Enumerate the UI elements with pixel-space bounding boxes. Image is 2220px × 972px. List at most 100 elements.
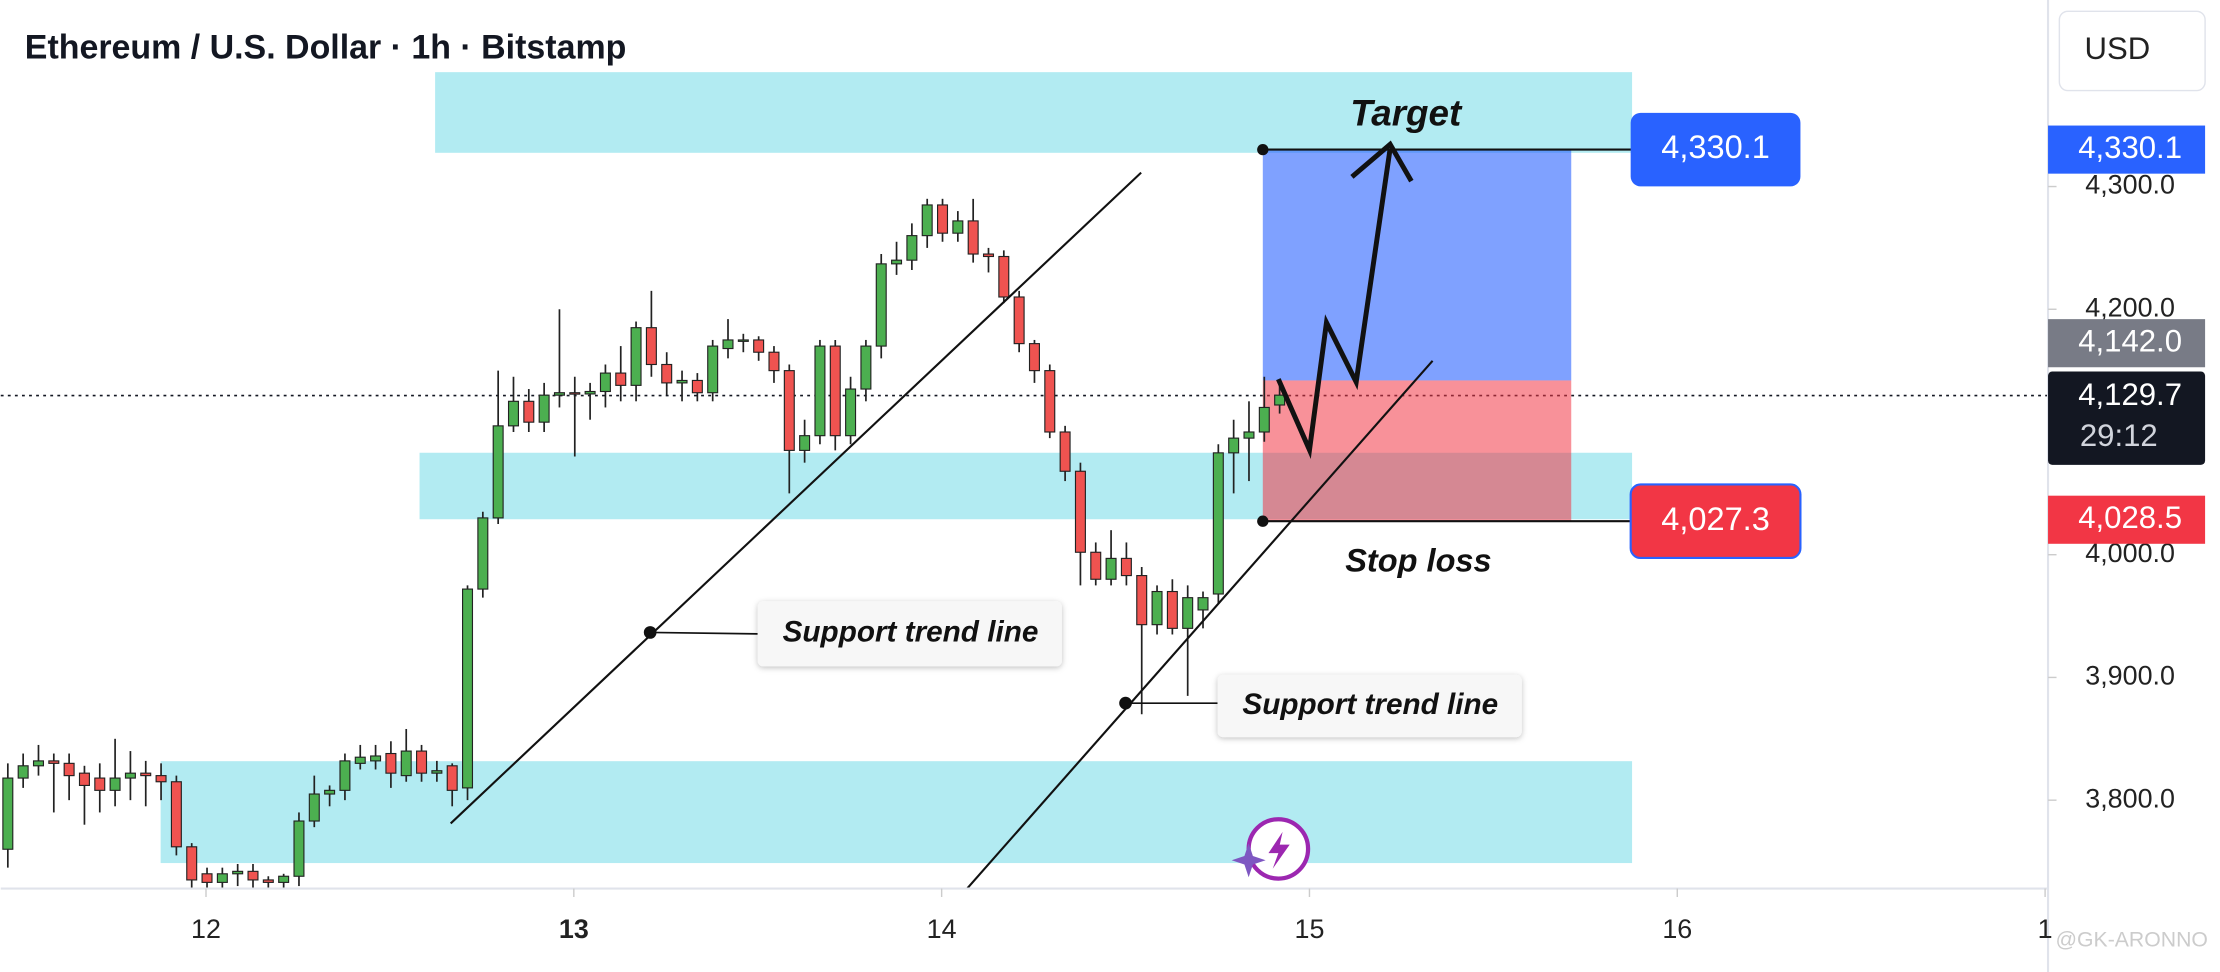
annotation-box	[1217, 674, 1522, 738]
candle-body	[201, 873, 213, 883]
candle-body	[1059, 431, 1071, 472]
candle-body	[584, 390, 596, 395]
candle-body	[645, 327, 657, 366]
candle-body	[691, 379, 703, 394]
candle-body	[676, 379, 688, 384]
candle-body	[2, 777, 14, 850]
candle-body	[630, 327, 642, 386]
candle-body	[17, 765, 29, 779]
candle-body	[982, 253, 995, 258]
candle-body	[783, 370, 795, 451]
axis-stop-box	[2048, 495, 2206, 544]
candle-body	[78, 772, 90, 787]
candle-body	[722, 339, 734, 350]
candle-body	[1044, 370, 1056, 433]
lightning-icon	[1231, 817, 1311, 881]
candle-body	[1166, 590, 1178, 629]
candle-body	[906, 235, 918, 261]
candle-body	[1105, 557, 1117, 580]
candle-body	[967, 220, 979, 255]
candle-body	[1212, 452, 1224, 595]
x-tick-label: 14	[927, 914, 957, 944]
demand-zone	[160, 761, 1633, 864]
candle-body	[492, 425, 504, 519]
axis-last-box	[2048, 371, 2206, 465]
candle-body	[1074, 470, 1086, 553]
anchor-dot	[1257, 515, 1269, 527]
x-tick-label: 1	[2038, 914, 2053, 944]
x-tick-label: 16	[1662, 914, 1692, 944]
anchor-dot	[1119, 696, 1132, 710]
candle-body	[385, 752, 397, 774]
candle-body	[431, 770, 443, 774]
connector	[650, 631, 758, 635]
axis-last-label: 4,129.7	[2078, 377, 2182, 412]
candle-body	[829, 345, 841, 437]
candle-body	[937, 204, 949, 234]
candle-body	[446, 765, 458, 791]
candle-body	[477, 517, 489, 590]
y-tick-label: 4,200.0	[2085, 292, 2175, 322]
anchor-dot	[1257, 143, 1269, 156]
target-area	[1262, 149, 1572, 381]
target-price: 4,330.1	[1661, 129, 1770, 165]
candle-body	[324, 789, 336, 795]
candle-body	[1274, 394, 1286, 406]
candle-body	[140, 772, 152, 777]
candle-body	[753, 339, 765, 353]
axis-target-box	[2048, 125, 2206, 174]
candle-body	[1228, 437, 1240, 454]
annotation-box	[757, 601, 1062, 667]
annotation: Support trend line	[783, 616, 1039, 649]
candle-body	[1182, 597, 1194, 629]
candle-body	[615, 372, 627, 386]
trend-line	[449, 171, 1142, 825]
candle-body	[768, 351, 780, 372]
axis-entry-label: 4,142.0	[2078, 323, 2182, 358]
candle-body	[599, 372, 611, 393]
candle-body	[63, 762, 75, 777]
axis-target-label: 4,330.1	[2078, 130, 2182, 165]
candle-body	[1120, 557, 1132, 577]
candle-body	[814, 345, 826, 437]
y-tick-label: 3,900.0	[2085, 661, 2175, 691]
x-tick-label: 15	[1295, 914, 1325, 944]
candle-body	[1013, 296, 1025, 345]
x-tick-label: 13	[559, 914, 589, 944]
candle-body	[94, 777, 106, 791]
candle-body	[461, 588, 474, 789]
candle-body	[661, 363, 673, 384]
candle-body	[799, 435, 811, 451]
candle-body	[921, 204, 933, 237]
candle-body	[416, 750, 428, 774]
candle-body	[1151, 590, 1163, 626]
candle-body	[278, 875, 290, 883]
candle-body	[1090, 551, 1102, 580]
x-tick-label: 12	[191, 914, 221, 944]
candle-body	[48, 760, 60, 764]
candle-body	[1136, 575, 1148, 626]
candle-body	[170, 781, 182, 848]
candle-body	[952, 220, 964, 234]
candle-body	[998, 255, 1010, 298]
axis-stop-label: 4,028.5	[2078, 500, 2182, 535]
candle-body	[124, 772, 136, 779]
candle-body	[875, 263, 887, 347]
annotation: Stop loss	[1345, 543, 1491, 579]
annotation: Target	[1350, 93, 1463, 134]
candle-body	[293, 820, 305, 877]
candle-body	[216, 873, 228, 883]
candle-body	[186, 846, 198, 881]
chart-title: Ethereum / U.S. Dollar · 1h · Bitstamp	[25, 28, 627, 66]
candle-body	[891, 259, 903, 265]
projection-path	[1276, 148, 1393, 459]
candle-body	[247, 870, 259, 881]
candle-body	[737, 339, 749, 342]
countdown: 29:12	[2080, 418, 2158, 453]
currency[interactable]: USD	[2085, 31, 2151, 66]
trend-line	[966, 360, 1434, 890]
currency-button[interactable]	[2058, 10, 2206, 92]
candle-body	[1197, 597, 1209, 611]
stop-price: 4,027.3	[1661, 501, 1770, 537]
